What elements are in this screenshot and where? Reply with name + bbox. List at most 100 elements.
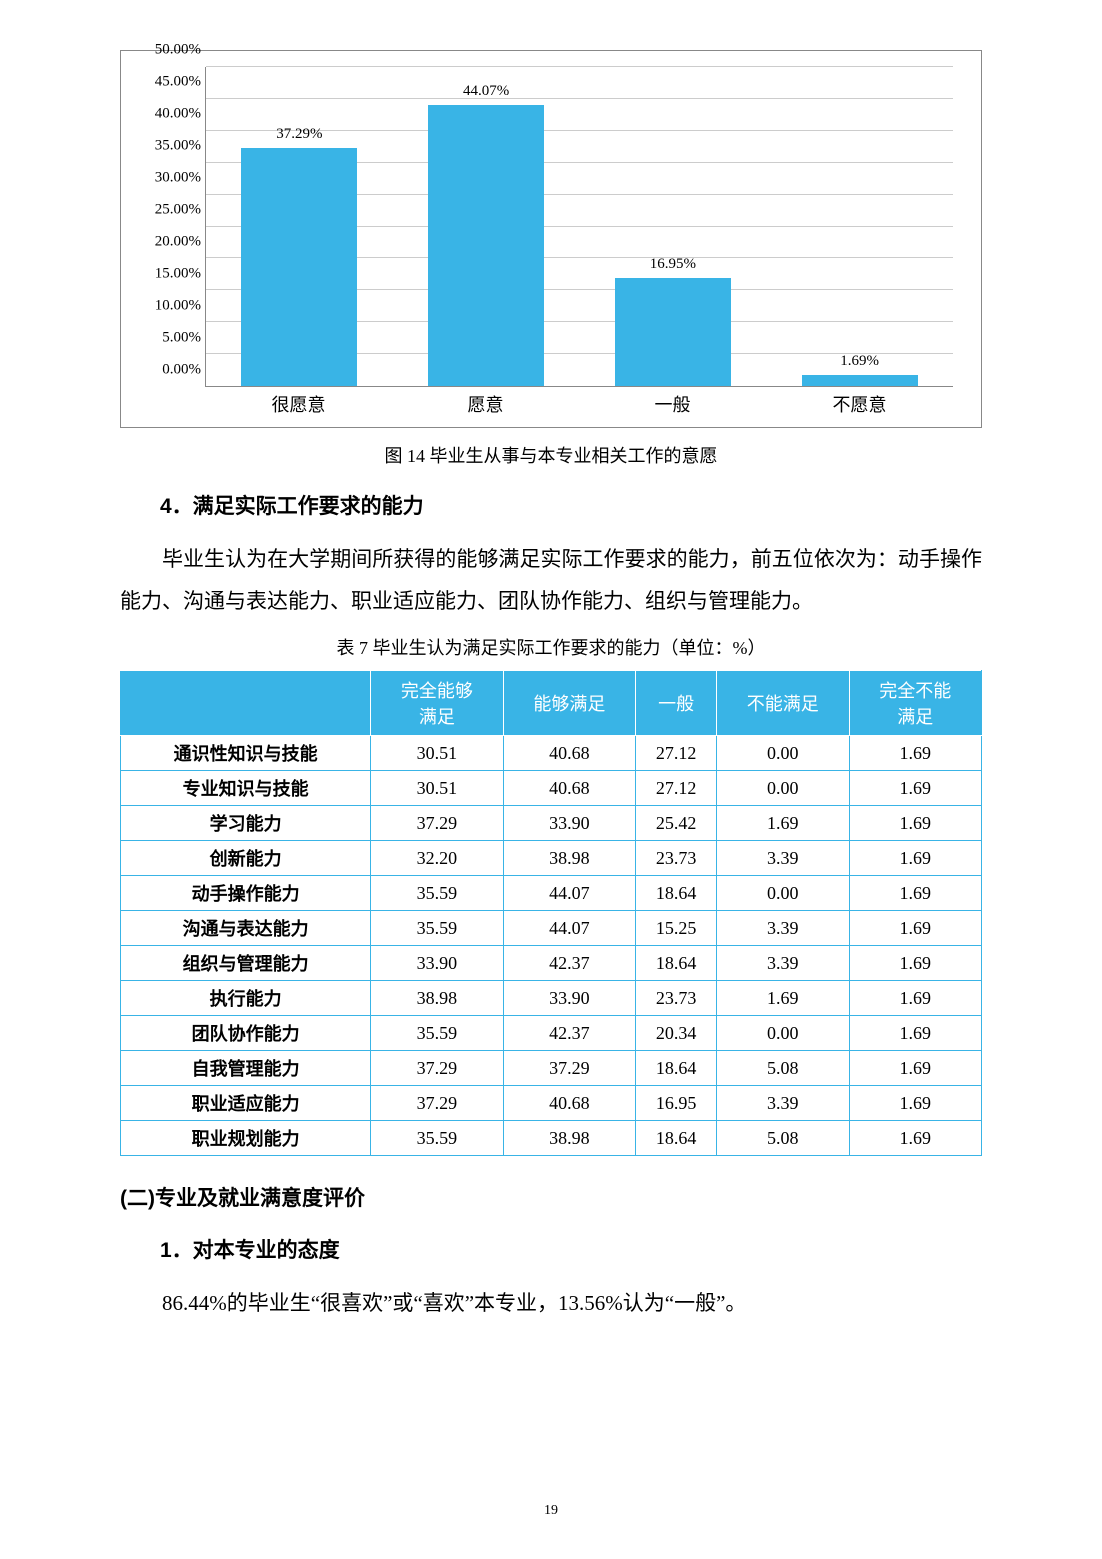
table-cell: 42.37 bbox=[503, 946, 635, 981]
y-axis-label: 10.00% bbox=[155, 298, 201, 315]
table-cell: 1.69 bbox=[849, 841, 982, 876]
table-cell: 44.07 bbox=[503, 911, 635, 946]
table-header: 一般 bbox=[636, 671, 717, 736]
row-label: 动手操作能力 bbox=[121, 876, 371, 911]
table-cell: 1.69 bbox=[849, 736, 982, 771]
y-axis-label: 30.00% bbox=[155, 170, 201, 187]
ability-satisfaction-table: 完全能够满足能够满足一般不能满足完全不能满足 通识性知识与技能30.5140.6… bbox=[120, 670, 982, 1156]
chart-caption: 图 14 毕业生从事与本专业相关工作的意愿 bbox=[120, 442, 982, 468]
table-cell: 1.69 bbox=[849, 946, 982, 981]
table-row: 动手操作能力35.5944.0718.640.001.69 bbox=[121, 876, 982, 911]
table-cell: 35.59 bbox=[371, 911, 503, 946]
table-cell: 37.29 bbox=[371, 806, 503, 841]
bar-value-label: 16.95% bbox=[650, 256, 696, 273]
x-axis-label: 很愿意 bbox=[272, 391, 326, 417]
table-row: 专业知识与技能30.5140.6827.120.001.69 bbox=[121, 771, 982, 806]
x-axis-label: 不愿意 bbox=[833, 391, 887, 417]
bar: 1.69% bbox=[802, 375, 918, 386]
table-cell: 1.69 bbox=[717, 806, 849, 841]
row-label: 执行能力 bbox=[121, 981, 371, 1016]
table-cell: 32.20 bbox=[371, 841, 503, 876]
grid-line bbox=[206, 66, 953, 67]
table-cell: 30.51 bbox=[371, 771, 503, 806]
bar: 44.07% bbox=[428, 105, 544, 386]
table-row: 学习能力37.2933.9025.421.691.69 bbox=[121, 806, 982, 841]
table-cell: 3.39 bbox=[717, 841, 849, 876]
row-label: 沟通与表达能力 bbox=[121, 911, 371, 946]
y-axis-label: 40.00% bbox=[155, 106, 201, 123]
row-label: 团队协作能力 bbox=[121, 1016, 371, 1051]
section-4-title: 4．满足实际工作要求的能力 bbox=[160, 490, 982, 520]
y-axis-label: 5.00% bbox=[162, 330, 201, 347]
table-cell: 18.64 bbox=[636, 1051, 717, 1086]
section-b-title: (二)专业及就业满意度评价 bbox=[120, 1182, 982, 1212]
table-cell: 1.69 bbox=[849, 1016, 982, 1051]
table-cell: 30.51 bbox=[371, 736, 503, 771]
table-cell: 35.59 bbox=[371, 1121, 503, 1156]
row-label: 组织与管理能力 bbox=[121, 946, 371, 981]
table-cell: 5.08 bbox=[717, 1051, 849, 1086]
table-cell: 0.00 bbox=[717, 771, 849, 806]
grid-line bbox=[206, 98, 953, 99]
table-cell: 38.98 bbox=[503, 1121, 635, 1156]
table-row: 团队协作能力35.5942.3720.340.001.69 bbox=[121, 1016, 982, 1051]
bar-value-label: 37.29% bbox=[276, 126, 322, 143]
table-cell: 1.69 bbox=[849, 1086, 982, 1121]
willingness-bar-chart: 0.00%5.00%10.00%15.00%20.00%25.00%30.00%… bbox=[120, 50, 982, 428]
table-cell: 18.64 bbox=[636, 876, 717, 911]
table-cell: 35.59 bbox=[371, 1016, 503, 1051]
y-axis-label: 45.00% bbox=[155, 74, 201, 91]
table-cell: 3.39 bbox=[717, 1086, 849, 1121]
table-cell: 3.39 bbox=[717, 911, 849, 946]
table-cell: 5.08 bbox=[717, 1121, 849, 1156]
table-header bbox=[121, 671, 371, 736]
subsection-1-paragraph: 86.44%的毕业生“很喜欢”或“喜欢”本专业，13.56%认为“一般”。 bbox=[120, 1282, 982, 1324]
page-number: 19 bbox=[0, 1503, 1102, 1519]
x-axis-label: 愿意 bbox=[468, 391, 504, 417]
table-cell: 18.64 bbox=[636, 946, 717, 981]
table-row: 沟通与表达能力35.5944.0715.253.391.69 bbox=[121, 911, 982, 946]
table-cell: 23.73 bbox=[636, 981, 717, 1016]
table-cell: 0.00 bbox=[717, 736, 849, 771]
table-cell: 18.64 bbox=[636, 1121, 717, 1156]
table-cell: 38.98 bbox=[371, 981, 503, 1016]
table-cell: 1.69 bbox=[849, 911, 982, 946]
table-cell: 1.69 bbox=[849, 771, 982, 806]
table-cell: 38.98 bbox=[503, 841, 635, 876]
y-axis-label: 0.00% bbox=[162, 362, 201, 379]
table-row: 自我管理能力37.2937.2918.645.081.69 bbox=[121, 1051, 982, 1086]
table-cell: 40.68 bbox=[503, 771, 635, 806]
y-axis-label: 50.00% bbox=[155, 42, 201, 59]
row-label: 创新能力 bbox=[121, 841, 371, 876]
table-caption: 表 7 毕业生认为满足实际工作要求的能力（单位：%） bbox=[120, 634, 982, 660]
table-cell: 37.29 bbox=[371, 1051, 503, 1086]
table-cell: 33.90 bbox=[503, 806, 635, 841]
y-axis-label: 15.00% bbox=[155, 266, 201, 283]
table-cell: 40.68 bbox=[503, 1086, 635, 1121]
table-cell: 1.69 bbox=[849, 981, 982, 1016]
table-cell: 15.25 bbox=[636, 911, 717, 946]
row-label: 学习能力 bbox=[121, 806, 371, 841]
row-label: 自我管理能力 bbox=[121, 1051, 371, 1086]
table-cell: 33.90 bbox=[503, 981, 635, 1016]
table-cell: 33.90 bbox=[371, 946, 503, 981]
y-axis-label: 20.00% bbox=[155, 234, 201, 251]
row-label: 职业适应能力 bbox=[121, 1086, 371, 1121]
subsection-1-title: 1．对本专业的态度 bbox=[160, 1234, 982, 1264]
table-cell: 0.00 bbox=[717, 876, 849, 911]
bar: 37.29% bbox=[241, 148, 357, 386]
table-cell: 3.39 bbox=[717, 946, 849, 981]
table-cell: 27.12 bbox=[636, 771, 717, 806]
table-cell: 37.29 bbox=[371, 1086, 503, 1121]
row-label: 通识性知识与技能 bbox=[121, 736, 371, 771]
table-cell: 1.69 bbox=[717, 981, 849, 1016]
table-cell: 1.69 bbox=[849, 1121, 982, 1156]
table-row: 通识性知识与技能30.5140.6827.120.001.69 bbox=[121, 736, 982, 771]
row-label: 专业知识与技能 bbox=[121, 771, 371, 806]
table-row: 创新能力32.2038.9823.733.391.69 bbox=[121, 841, 982, 876]
table-cell: 25.42 bbox=[636, 806, 717, 841]
table-cell: 20.34 bbox=[636, 1016, 717, 1051]
table-cell: 42.37 bbox=[503, 1016, 635, 1051]
table-cell: 40.68 bbox=[503, 736, 635, 771]
table-header: 完全不能满足 bbox=[849, 671, 982, 736]
